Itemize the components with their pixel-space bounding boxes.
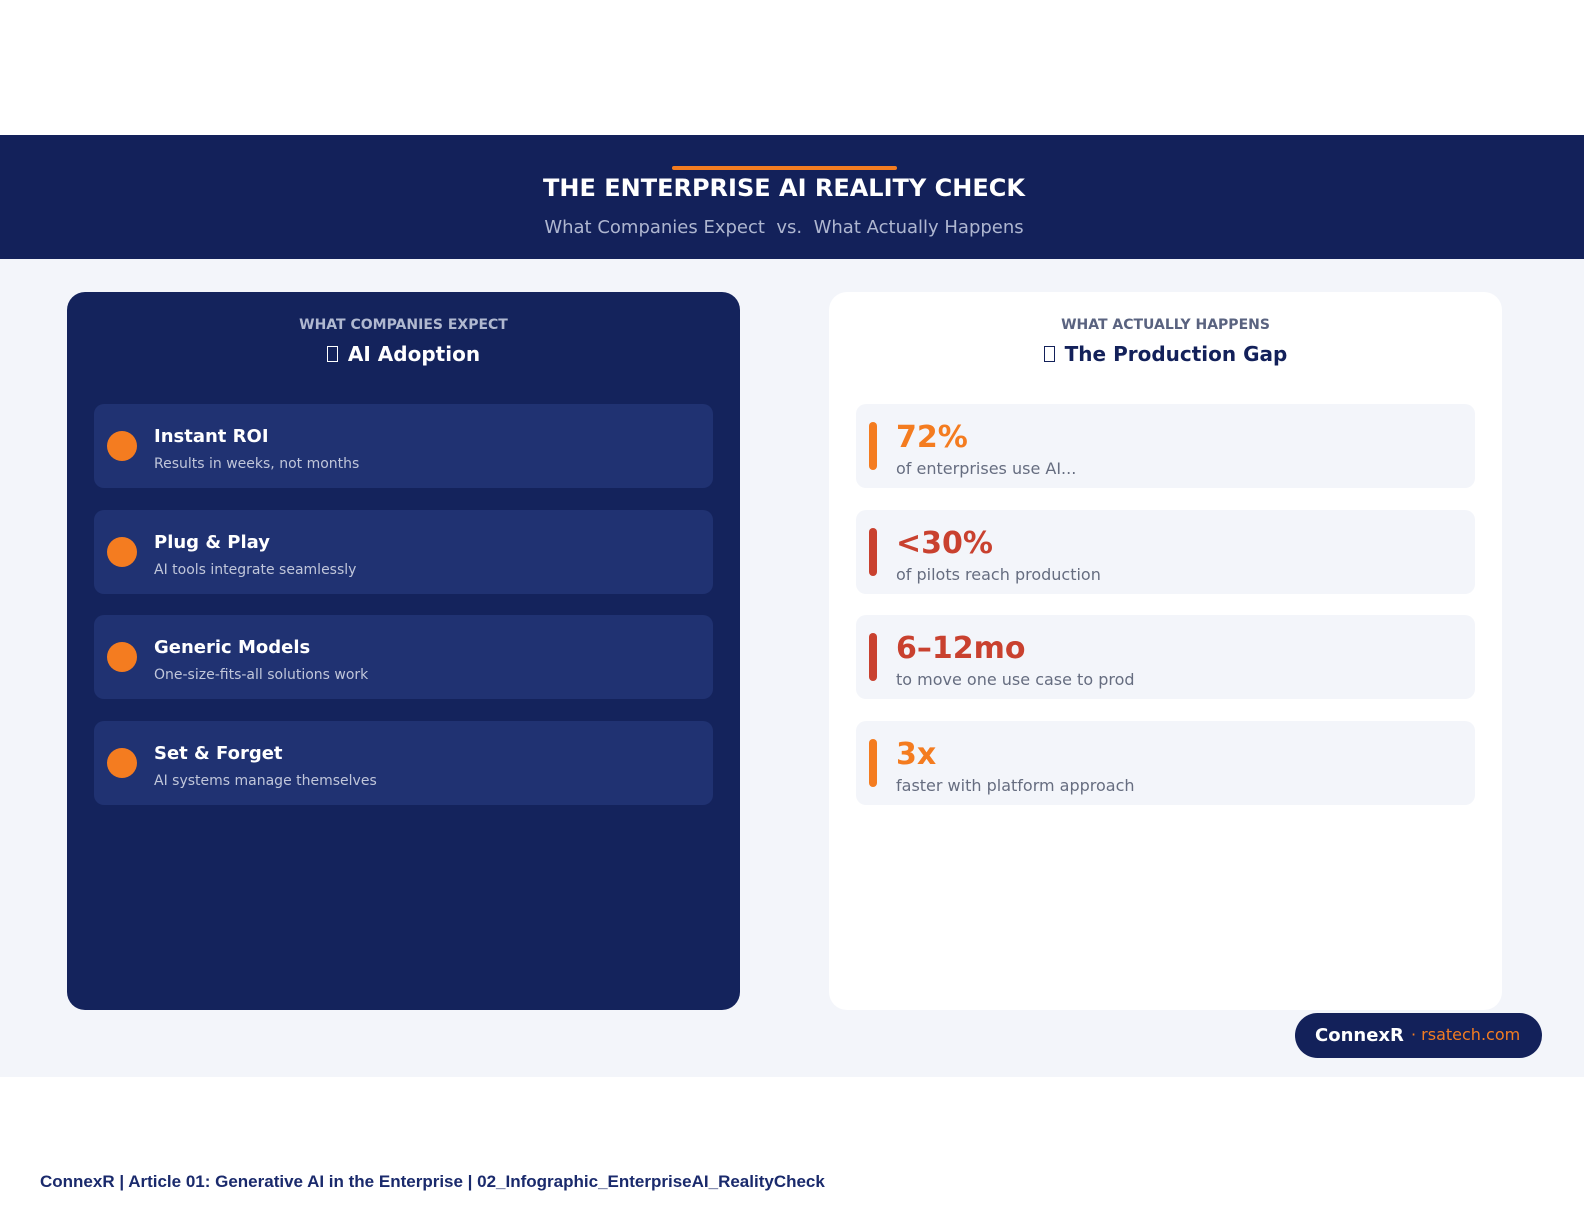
stat-item: <30% of pilots reach production: [856, 509, 1475, 594]
stat-item: 72% of enterprises use AI...: [856, 404, 1475, 488]
kicker: WHAT COMPANIES EXPECT: [299, 317, 508, 333]
icon: [107, 642, 137, 672]
expect-item: Set & Forget AI systems manage themselves: [94, 720, 713, 805]
stat-value: 72%: [896, 420, 968, 455]
stat-label: to move one use case to prod: [896, 670, 1135, 689]
expect-item: Plug & Play AI tools integrate seamlessly: [94, 509, 713, 594]
heading: The Production Gap: [829, 342, 1502, 366]
accent-line: [672, 166, 897, 170]
expect-item: Instant ROI Results in weeks, not months: [94, 404, 713, 488]
stat-label: faster with platform approach: [896, 775, 1135, 795]
expect-card: WHAT COMPANIES EXPECT AI Adoption Instan…: [67, 292, 740, 1010]
stat-label: of pilots reach production: [896, 564, 1101, 584]
footer: ConnexR | Article 01: Generative AI in t…: [40, 1172, 825, 1191]
stat-item: 3x faster with platform approach: [856, 720, 1475, 805]
heading: AI Adoption: [67, 342, 740, 366]
heading-text: The Production Gap: [1064, 342, 1288, 366]
site: · rsatech.com: [1411, 1025, 1521, 1044]
header: THE ENTERPRISE AI REALITY CHECK What Com…: [0, 135, 1584, 259]
stat-value: 3x: [896, 736, 937, 772]
item-desc: AI systems manage themselves: [154, 772, 377, 789]
item-title: Set & Forget: [154, 742, 283, 764]
stat-value: 6–12mo: [896, 631, 1026, 666]
stat-bar: [869, 738, 877, 787]
icon: [107, 431, 137, 461]
stat-bar: [869, 527, 877, 576]
item-desc: One-size-fits-all solutions work: [154, 667, 369, 683]
icon: [107, 536, 137, 567]
brand: ConnexR: [1315, 1025, 1404, 1046]
expect-item: Generic Models One-size-fits-all solution…: [94, 615, 713, 699]
item-title: Plug & Play: [154, 531, 270, 553]
stat-bar: [869, 422, 877, 470]
stat-item: 6–12mo to move one use case to prod: [856, 615, 1475, 699]
heading-text: AI Adoption: [347, 342, 481, 366]
stat-value: <30%: [896, 525, 993, 561]
icon: [107, 747, 137, 778]
stat-label: of enterprises use AI...: [896, 459, 1077, 478]
item-desc: AI tools integrate seamlessly: [154, 561, 357, 578]
subtitle: What Companies Expect vs. What Actually …: [544, 217, 1024, 238]
kicker: WHAT ACTUALLY HAPPENS: [1061, 317, 1270, 333]
reality-card: WHAT ACTUALLY HAPPENS The Production Gap…: [829, 292, 1502, 1010]
stat-bar: [869, 633, 877, 681]
item-title: Generic Models: [154, 637, 311, 658]
item-desc: Results in weeks, not months: [154, 456, 360, 472]
brand-badge: ConnexR · rsatech.com: [1295, 1013, 1542, 1058]
title: THE ENTERPRISE AI REALITY CHECK: [543, 174, 1025, 202]
item-title: Instant ROI: [154, 426, 269, 447]
